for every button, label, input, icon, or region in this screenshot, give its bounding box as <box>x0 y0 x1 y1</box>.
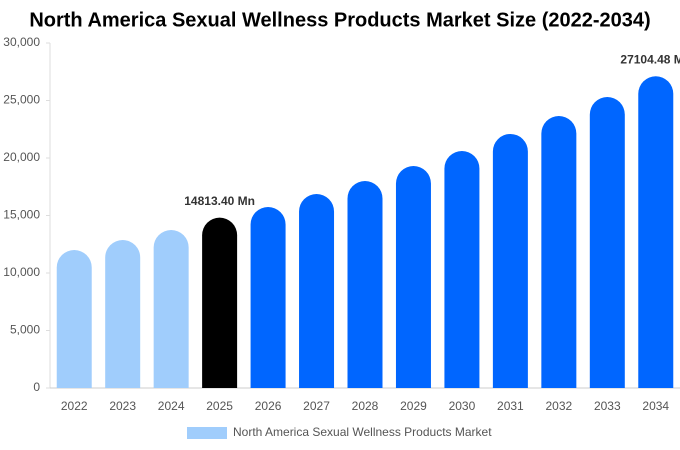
x-tick-label: 2030 <box>449 399 476 413</box>
y-tick-label: 25,000 <box>3 93 40 107</box>
bar <box>347 181 383 388</box>
bar <box>638 76 674 389</box>
y-tick-label: 10,000 <box>3 265 40 279</box>
legend-label: North America Sexual Wellness Products M… <box>233 425 492 439</box>
y-tick-label: 30,000 <box>3 35 40 49</box>
x-tick-label: 2022 <box>61 399 88 413</box>
x-tick-label: 2031 <box>497 399 524 413</box>
bar <box>299 193 335 388</box>
data-label: 14813.40 Mn <box>184 194 255 208</box>
chart-title: North America Sexual Wellness Products M… <box>29 9 650 31</box>
x-tick-label: 2034 <box>642 399 669 413</box>
x-tick-label: 2025 <box>206 399 233 413</box>
y-tick-label: 20,000 <box>3 150 40 164</box>
y-tick-label: 15,000 <box>3 208 40 222</box>
bar <box>444 150 480 388</box>
x-tick-label: 2027 <box>303 399 330 413</box>
bar <box>541 116 577 388</box>
x-tick-label: 2029 <box>400 399 427 413</box>
y-tick-label: 0 <box>33 380 40 394</box>
bar <box>589 97 625 389</box>
x-tick-label: 2026 <box>255 399 282 413</box>
bar <box>105 239 141 388</box>
bar <box>492 133 528 388</box>
x-tick-label: 2032 <box>545 399 572 413</box>
bar <box>56 250 92 388</box>
bar <box>153 229 189 388</box>
bar <box>250 207 286 388</box>
x-tick-label: 2033 <box>594 399 621 413</box>
y-tick-label: 5,000 <box>10 323 40 337</box>
x-tick-label: 2028 <box>352 399 379 413</box>
x-tick-label: 2024 <box>158 399 185 413</box>
bar <box>202 217 238 388</box>
bar <box>395 166 431 388</box>
data-label: 27104.48 Mn <box>620 52 680 66</box>
x-tick-label: 2023 <box>109 399 136 413</box>
legend-swatch <box>187 427 227 439</box>
